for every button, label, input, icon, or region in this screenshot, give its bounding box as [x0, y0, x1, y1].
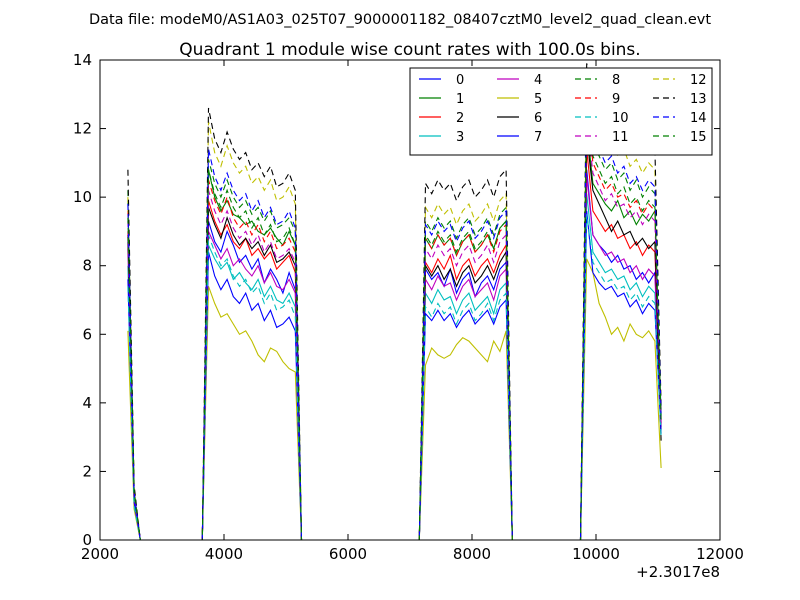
series-line-8 [127, 80, 662, 541]
series-line-9 [127, 101, 662, 541]
legend-label-5: 5 [534, 92, 542, 107]
legend-label-0: 0 [456, 73, 464, 88]
x-tick-label: 10000 [572, 545, 620, 563]
legend-label-4: 4 [534, 73, 542, 88]
legend-frame [409, 67, 713, 156]
series-line-6 [127, 135, 662, 541]
series-line-0 [127, 169, 662, 541]
y-tick-label: 2 [82, 462, 92, 480]
legend-label-15: 15 [690, 130, 707, 145]
legend-label-8: 8 [612, 73, 620, 88]
y-tick-label: 0 [82, 531, 92, 549]
series-line-10 [127, 214, 662, 541]
legend-label-2: 2 [456, 111, 464, 126]
legend-label-14: 14 [690, 111, 707, 126]
legend-label-13: 13 [690, 92, 707, 107]
series-line-3 [127, 193, 662, 541]
y-tick-label: 12 [73, 120, 92, 138]
series-line-14 [127, 94, 662, 541]
legend-label-9: 9 [612, 92, 620, 107]
x-tick-label: 2000 [81, 545, 119, 563]
chart-title: Quadrant 1 module wise count rates with … [179, 40, 640, 60]
x-tick-label: 12000 [696, 545, 744, 563]
x-tick-label: 4000 [205, 545, 243, 563]
x-tick-label: 6000 [329, 545, 367, 563]
series-line-4 [127, 176, 662, 541]
y-tick-label: 8 [82, 257, 92, 275]
y-tick-label: 10 [73, 188, 92, 206]
legend-label-10: 10 [612, 111, 629, 126]
legend-label-6: 6 [534, 111, 542, 126]
axes-frame [99, 59, 721, 541]
y-tick-label: 4 [82, 394, 92, 412]
legend-label-12: 12 [690, 73, 707, 88]
y-tick-label: 6 [82, 325, 92, 343]
series-line-15 [127, 107, 662, 541]
series-line-7 [127, 210, 662, 541]
y-tick-label: 14 [73, 51, 92, 69]
legend-label-11: 11 [612, 130, 629, 145]
series-line-1 [127, 125, 662, 541]
x-offset-label: +2.3017e8 [636, 563, 720, 581]
legend-label-3: 3 [456, 130, 464, 145]
figure-suptitle: Data file: modeM0/AS1A03_025T07_90000011… [89, 12, 711, 28]
legend-label-7: 7 [534, 130, 542, 145]
series-line-2 [127, 149, 662, 541]
x-tick-label: 8000 [453, 545, 491, 563]
legend-label-1: 1 [456, 92, 464, 107]
series-line-5 [127, 258, 662, 541]
